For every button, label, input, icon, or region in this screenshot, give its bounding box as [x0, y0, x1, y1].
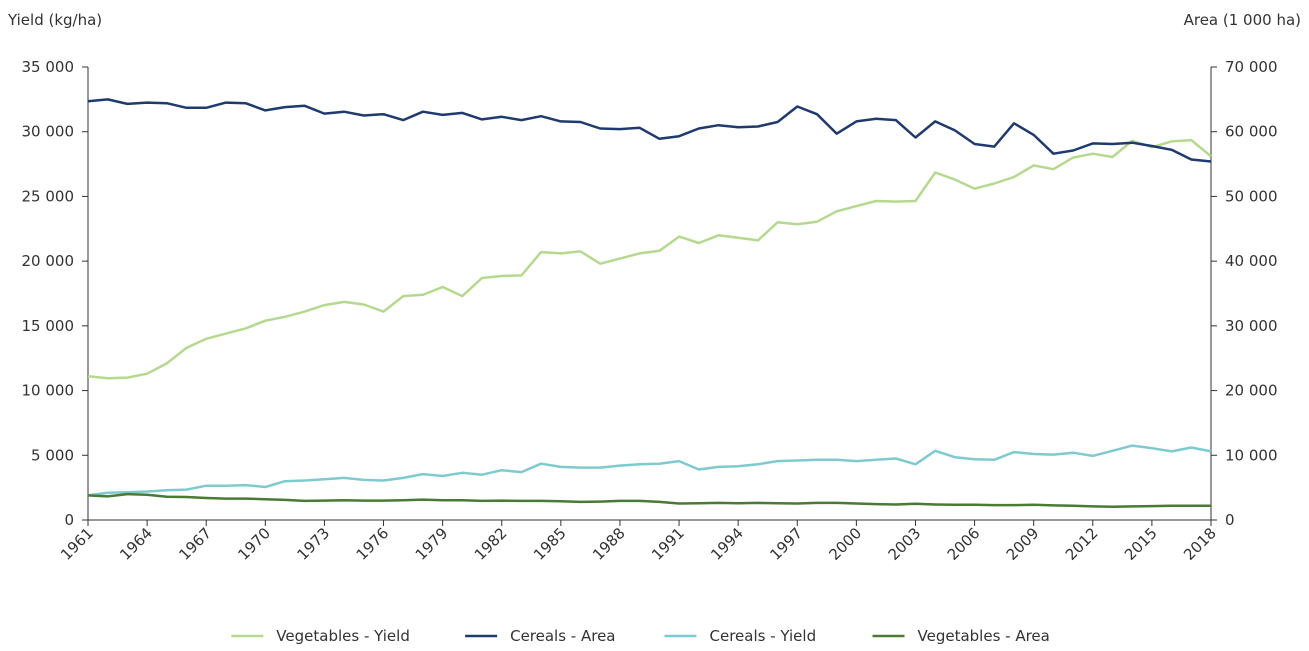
x-tick-label: 1973: [294, 524, 334, 564]
legend-label: Vegetables - Area: [918, 627, 1050, 645]
x-tick-label: 1997: [766, 524, 806, 564]
y-tick-label: 0: [64, 511, 74, 529]
y-tick-label: 25 000: [22, 187, 75, 205]
y2-tick-label: 60 000: [1225, 123, 1278, 141]
y2-tick-label: 50 000: [1225, 187, 1278, 205]
y-tick-label: 30 000: [22, 123, 75, 141]
y2-tick-label: 40 000: [1225, 252, 1278, 270]
x-tick-label: 1994: [707, 524, 747, 564]
y2-tick-label: 70 000: [1225, 58, 1278, 76]
series-line: [87, 98, 1212, 163]
x-tick-label: 2012: [1062, 524, 1102, 564]
y2-tick-label: 20 000: [1225, 382, 1278, 400]
x-tick-label: 2018: [1180, 524, 1220, 564]
y-tick-label: 10 000: [22, 382, 75, 400]
x-tick-label: 2015: [1121, 524, 1161, 564]
y-axis-label: Yield (kg/ha): [7, 11, 102, 29]
y-tick-label: 20 000: [22, 252, 75, 270]
x-tick-label: 2000: [825, 524, 865, 564]
series-line: [87, 492, 1211, 508]
legend-label: Cereals - Yield: [710, 627, 817, 645]
series-line: [87, 138, 1212, 380]
y2-tick-label: 30 000: [1225, 317, 1278, 335]
x-tick-label: 1982: [471, 524, 511, 564]
y-tick-label: 35 000: [22, 58, 75, 76]
x-tick-label: 1988: [589, 524, 629, 564]
x-tick-label: 2003: [885, 524, 925, 564]
x-tick-label: 1964: [116, 524, 156, 564]
x-tick-label: 1985: [530, 524, 570, 564]
x-tick-label: 1979: [412, 524, 452, 564]
y2-tick-label: 10 000: [1225, 446, 1278, 464]
x-tick-label: 1961: [57, 524, 97, 564]
series-line: [87, 444, 1212, 497]
x-tick-label: 1967: [175, 524, 215, 564]
x-tick-label: 2009: [1003, 524, 1043, 564]
y2-axis-label: Area (1 000 ha): [1184, 11, 1301, 29]
x-tick-label: 2006: [944, 524, 984, 564]
y-tick-label: 15 000: [22, 317, 75, 335]
x-tick-label: 1991: [648, 524, 688, 564]
y-tick-label: 5 000: [31, 446, 74, 464]
x-tick-label: 1970: [234, 524, 274, 564]
x-tick-label: 1976: [353, 524, 393, 564]
legend-label: Vegetables - Yield: [276, 627, 410, 645]
y2-tick-label: 0: [1225, 511, 1235, 529]
legend-label: Cereals - Area: [510, 627, 615, 645]
